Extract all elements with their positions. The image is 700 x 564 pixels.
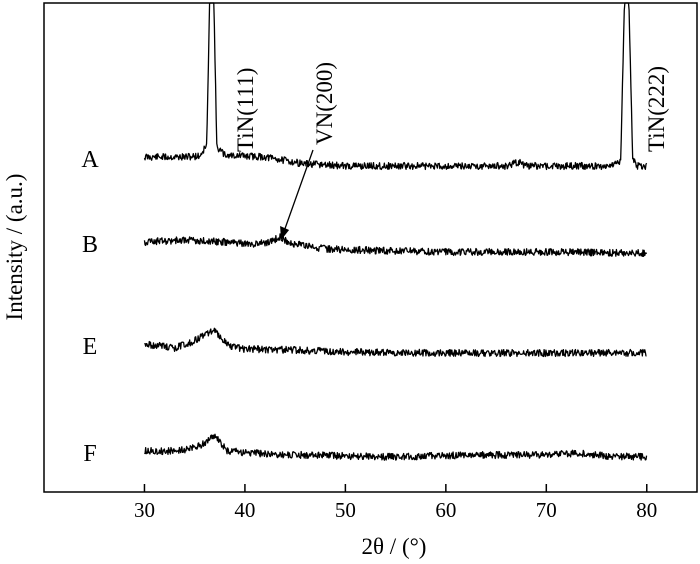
annotation-arrow-line — [282, 149, 314, 235]
series-trace-B — [143, 233, 648, 258]
x-tick-label: 70 — [536, 498, 557, 522]
series-trace-F — [144, 433, 648, 461]
annotation-label: TiN(222) — [644, 66, 669, 152]
annotation-arrowhead — [280, 226, 290, 240]
series-trace-E — [144, 327, 647, 358]
series-label-E: E — [83, 334, 98, 360]
x-axis-title: 2θ / (°) — [362, 534, 427, 559]
x-tick-label: 30 — [134, 498, 155, 522]
series-label-B: B — [82, 232, 98, 258]
series-traces: A B E F — [81, 2, 648, 467]
x-tick-label: 50 — [335, 498, 356, 522]
x-tick-label: 40 — [234, 498, 255, 522]
y-axis-title: Intensity / (a.u.) — [2, 174, 27, 321]
annotation-label: VN(200) — [312, 62, 337, 145]
series-label-F: F — [83, 441, 96, 467]
x-axis-ticks: 30 40 50 60 70 80 — [134, 484, 657, 522]
peak-annotations: TiN(111) VN(200) TiN(222) — [233, 62, 669, 240]
annotation-label: TiN(111) — [233, 68, 258, 152]
x-tick-label: 60 — [435, 498, 456, 522]
series-trace-A — [143, 2, 648, 171]
x-tick-label: 80 — [636, 498, 657, 522]
plot-frame — [43, 2, 698, 493]
series-label-A: A — [81, 147, 99, 173]
